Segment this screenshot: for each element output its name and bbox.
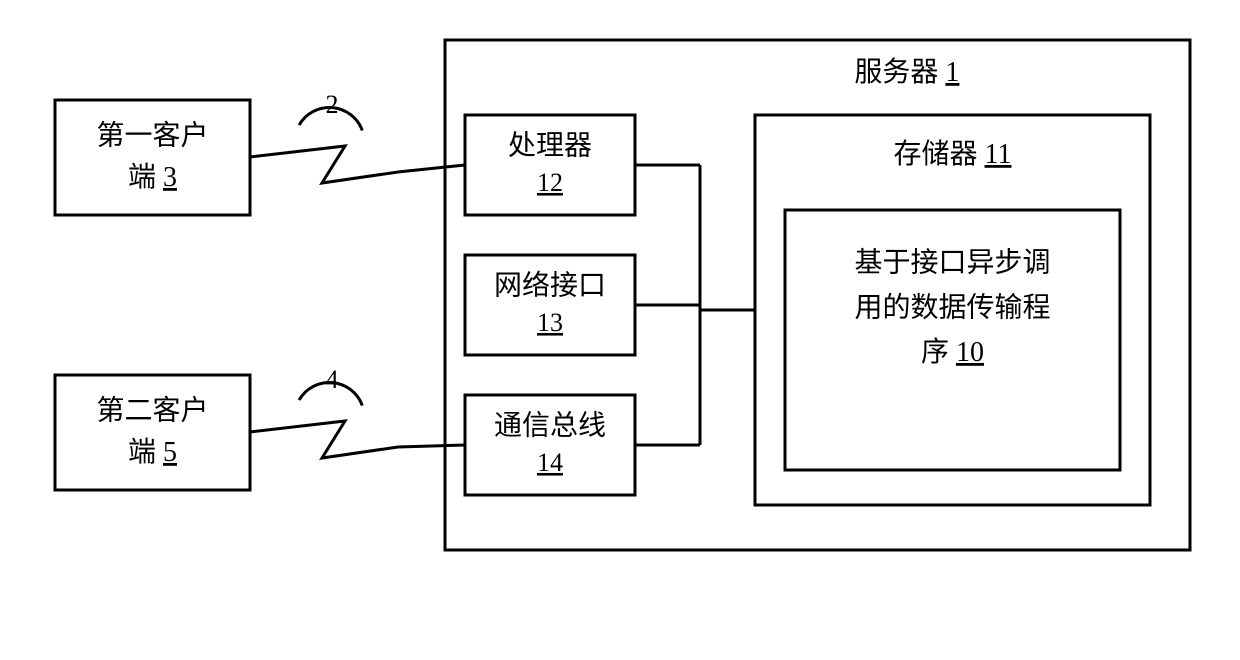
client2-line1: 第二客户 (96, 394, 208, 426)
processor-node: 处理器 12 (465, 115, 635, 215)
program-line1: 基于接口异步调 (854, 246, 1050, 278)
client1-line2: 端 3 (128, 161, 177, 193)
bus-node: 通信总线 14 (465, 395, 635, 495)
bus-number: 14 (537, 448, 563, 477)
netif-number: 13 (537, 308, 563, 337)
netif-node: 网络接口 13 (465, 255, 635, 355)
client1-line1: 第一客户 (96, 119, 208, 151)
diagram-canvas: 第一客户 端 3 第二客户 端 5 服务器 1 处理器 12 网络接口 13 通… (0, 0, 1240, 660)
link-client2-server: 4 (250, 365, 465, 458)
program-node: 基于接口异步调 用的数据传输程 序 10 (785, 210, 1120, 470)
processor-label: 处理器 (508, 129, 592, 161)
client2-node: 第二客户 端 5 (55, 375, 250, 490)
processor-number: 12 (537, 168, 563, 197)
client2-line2: 端 5 (128, 436, 177, 468)
bus-label: 通信总线 (494, 409, 606, 441)
link2-number: 4 (326, 365, 339, 394)
client1-node: 第一客户 端 3 (55, 100, 250, 215)
program-line2: 用的数据传输程 (854, 291, 1050, 323)
program-line3: 序 10 (921, 336, 984, 368)
netif-label: 网络接口 (494, 269, 606, 301)
server-title: 服务器 1 (854, 56, 959, 88)
link1-number: 2 (326, 90, 339, 119)
link-client1-server: 2 (250, 90, 465, 183)
memory-title: 存储器 11 (894, 138, 1012, 170)
